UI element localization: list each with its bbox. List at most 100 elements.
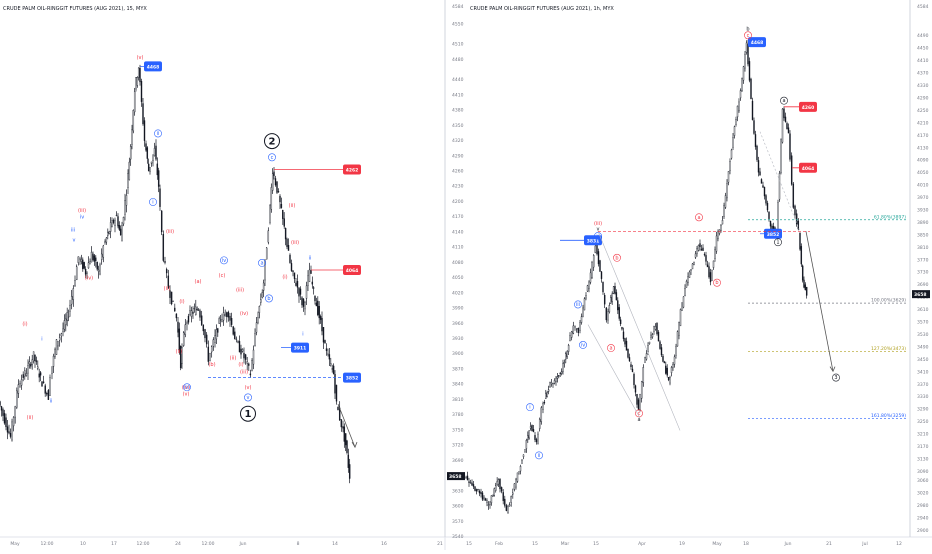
candle-body [307,275,309,286]
wave-label-circle [635,409,643,418]
candle-body [794,205,796,216]
wave-label: (ii) [164,286,171,292]
candle-body [528,430,530,439]
candle-body [0,406,3,411]
candle-body [753,120,755,134]
candle-body [553,380,556,384]
candle-body [243,352,245,359]
candle-body [165,269,168,274]
candle-body [237,341,239,343]
wave-label: (iv) [85,276,93,282]
wave-label-circle [613,253,621,262]
candle-body [515,478,517,488]
candle-body [653,326,655,332]
candle-body [117,216,119,227]
candle-body [139,67,141,83]
price-tick-label: 4550 [452,21,464,27]
candle-body [569,335,571,341]
candle-body [318,306,320,319]
candle-body [805,286,808,296]
candle-body [3,413,6,424]
price-tick-label: 4020 [452,290,464,296]
price-tick-label: 3720 [452,443,464,449]
candle-body [801,265,804,281]
time-tick-label: 14 [332,541,338,547]
wave-label-circle [244,393,252,402]
candle-body [199,310,201,318]
candle-body [519,466,522,472]
candle-body [128,161,131,181]
candle-body [618,307,620,319]
candle-body [547,389,550,392]
candle-body [280,203,283,208]
candle-body [109,222,112,232]
channel-line [759,131,801,232]
candle-body [580,316,583,323]
candle-body [550,382,553,385]
candle-body [200,315,203,325]
candle-body [49,377,51,396]
wave-label: (iii) [236,287,244,293]
time-tick-label: 15 [466,541,472,547]
wave-label: a [637,417,640,423]
price-tick-label: 3990 [452,306,464,312]
candle-body [505,505,508,511]
candle-body [348,464,351,479]
time-tick-label: May [712,541,722,547]
candle-body [304,302,306,310]
candle-body [607,311,609,321]
candle-body [639,394,641,410]
candle-body [100,253,103,260]
level-price-box [343,372,361,383]
time-tick-label: 18 [743,541,749,547]
wave-label: (iii) [166,229,174,235]
candle-body [681,302,683,311]
candle-body [744,53,746,69]
candle-body [160,210,163,233]
candle-body [750,78,752,100]
candle-body [277,191,280,193]
candle-body [261,292,263,298]
candle-body [594,245,597,253]
candle-body [627,348,629,358]
wave-label: iv [222,258,226,264]
candle-body [733,126,736,136]
candle-body [270,187,273,210]
wave-label: ii [157,131,160,137]
candle-body [17,384,20,394]
price-tick-label: 4480 [452,57,464,63]
candle-body [25,373,28,376]
candle-body [777,202,779,233]
candle-body [282,209,284,219]
wave-label: b [615,255,618,261]
candle-body [478,490,481,494]
time-tick-label: 12:00 [137,541,150,547]
candle-body [221,319,223,322]
candle-body [192,311,194,314]
time-tick-label: Mar [561,541,570,547]
candle-body [483,496,485,500]
candle-body [654,326,657,330]
candle-body [335,384,338,402]
level-price-label: 4064 [802,166,815,172]
wave-label-circle [574,300,582,309]
price-tick-label: 3770 [917,257,929,263]
candle-body [252,349,255,365]
wave-label: (i) [238,362,243,368]
candle-body [555,378,557,382]
candle-body [630,364,632,368]
candle-body [574,326,576,328]
time-tick-label: 24 [175,541,181,547]
wave-label-circle [832,373,840,382]
candle-body [799,232,801,250]
candle-body [235,338,238,340]
candle-body [321,318,323,332]
candle-body [257,317,259,323]
candle-body [529,426,532,429]
candle-body [700,248,703,250]
major-wave-circle [264,133,280,150]
candle-body [717,231,719,240]
candle-body [34,354,36,362]
wave-label: 3 [834,375,837,381]
candle-body [691,263,694,270]
